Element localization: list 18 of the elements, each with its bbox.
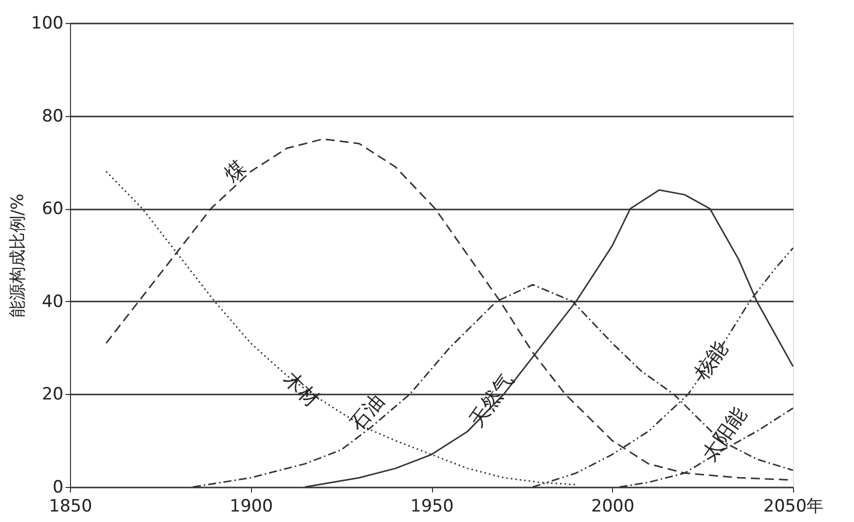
y-tick-label: 0	[52, 478, 64, 498]
x-tick-label: 1850	[48, 496, 92, 516]
y-tick-label: 100	[31, 14, 64, 34]
y-axis-title: 能源构成比例/%	[8, 194, 28, 318]
y-tick-label: 60	[42, 199, 64, 220]
text: 天然气	[464, 368, 518, 432]
text: 太阳能	[697, 402, 752, 466]
text: 石油	[344, 389, 389, 436]
y-tick-label: 20	[42, 384, 64, 405]
x-tick-label: 1950	[410, 496, 454, 516]
x-tick-label: 1900	[230, 496, 273, 516]
y-tick-label: 80	[42, 106, 64, 126]
x-tick-label: 2050年	[763, 496, 824, 516]
text: 核能	[688, 337, 732, 384]
y-tick-label: 40	[42, 292, 64, 312]
text: 木材	[279, 366, 324, 412]
text: 煤	[219, 155, 250, 186]
x-tick-label: 2000	[591, 496, 634, 516]
